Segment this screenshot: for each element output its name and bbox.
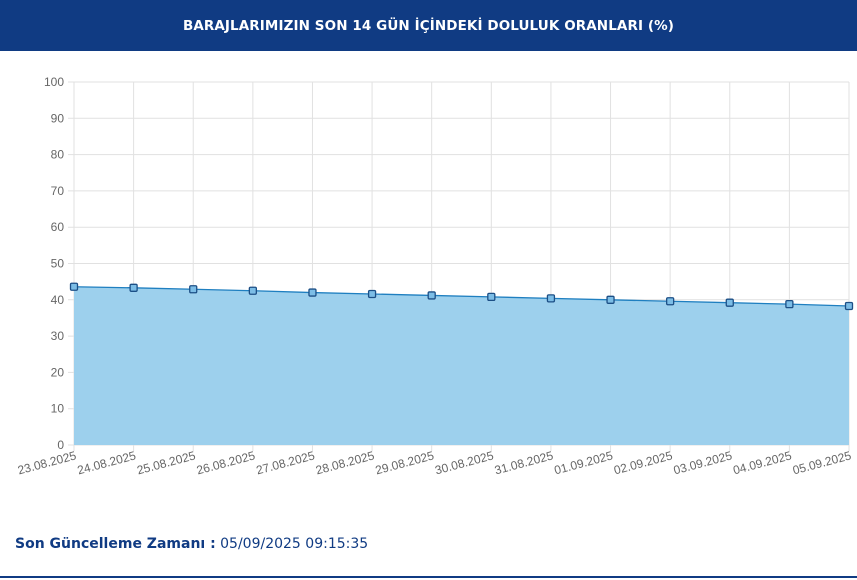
data-point[interactable] (129, 283, 138, 292)
data-point[interactable] (785, 300, 794, 309)
y-tick-label: 90 (51, 111, 65, 125)
data-point[interactable] (189, 285, 198, 294)
x-tick-label: 25.08.2025 (135, 448, 197, 477)
data-point[interactable] (69, 282, 79, 291)
data-point[interactable] (606, 295, 615, 304)
x-tick-label: 04.09.2025 (732, 448, 794, 477)
data-point[interactable] (844, 301, 854, 311)
x-tick-label: 03.09.2025 (672, 448, 734, 477)
data-point[interactable] (308, 288, 317, 297)
y-tick-label: 40 (51, 293, 65, 307)
series-line (73, 286, 850, 307)
y-tick-label: 0 (57, 438, 64, 452)
data-point[interactable] (546, 294, 556, 303)
y-tick-label: 100 (44, 75, 64, 89)
data-point[interactable] (367, 289, 377, 299)
x-tick-label: 26.08.2025 (195, 448, 257, 477)
last-update-label: Son Güncelleme Zamanı : (15, 536, 216, 552)
chart-header: BARAJLARIMIZIN SON 14 GÜN İÇİNDEKİ DOLUL… (0, 0, 857, 51)
x-tick-label: 30.08.2025 (433, 448, 495, 477)
y-tick-label: 30 (51, 329, 65, 343)
data-point[interactable] (666, 297, 675, 306)
y-tick-label: 10 (51, 402, 65, 416)
footer-divider (0, 576, 857, 578)
y-tick-label: 70 (51, 184, 65, 198)
x-tick-label: 23.08.2025 (16, 448, 78, 477)
last-update: Son Güncelleme Zamanı : 05/09/2025 09:15… (15, 536, 368, 552)
area-layer (73, 286, 850, 445)
data-point[interactable] (725, 298, 734, 307)
y-tick-label: 20 (51, 365, 65, 379)
series-area (74, 286, 849, 445)
y-tick-label: 50 (51, 257, 65, 271)
x-tick-label: 29.08.2025 (374, 448, 436, 477)
marker-layer (69, 282, 854, 311)
x-tick-label: 27.08.2025 (255, 448, 317, 477)
chart-title: BARAJLARIMIZIN SON 14 GÜN İÇİNDEKİ DOLUL… (182, 17, 675, 34)
last-update-value: 05/09/2025 09:15:35 (220, 536, 369, 552)
y-tick-label: 80 (51, 148, 65, 162)
data-point[interactable] (427, 291, 436, 300)
x-tick-label: 05.09.2025 (791, 448, 853, 477)
data-point[interactable] (248, 286, 257, 295)
x-tick-label: 31.08.2025 (493, 448, 555, 477)
y-axis-ticks: 0 10 20 30 40 50 60 70 80 90 100 (44, 75, 64, 452)
x-tick-label: 28.08.2025 (314, 448, 376, 477)
y-tick-label: 60 (51, 220, 65, 234)
data-point[interactable] (487, 292, 496, 302)
x-axis-ticks: 23.08.202524.08.202525.08.202526.08.2025… (16, 448, 853, 477)
x-tick-label: 24.08.2025 (76, 448, 138, 477)
reservoir-fill-chart: 0 10 20 30 40 50 60 70 80 90 100 23.08.202524.08.2… (16, 75, 854, 477)
x-tick-label: 02.09.2025 (612, 448, 674, 477)
x-tick-label: 01.09.2025 (553, 448, 615, 477)
